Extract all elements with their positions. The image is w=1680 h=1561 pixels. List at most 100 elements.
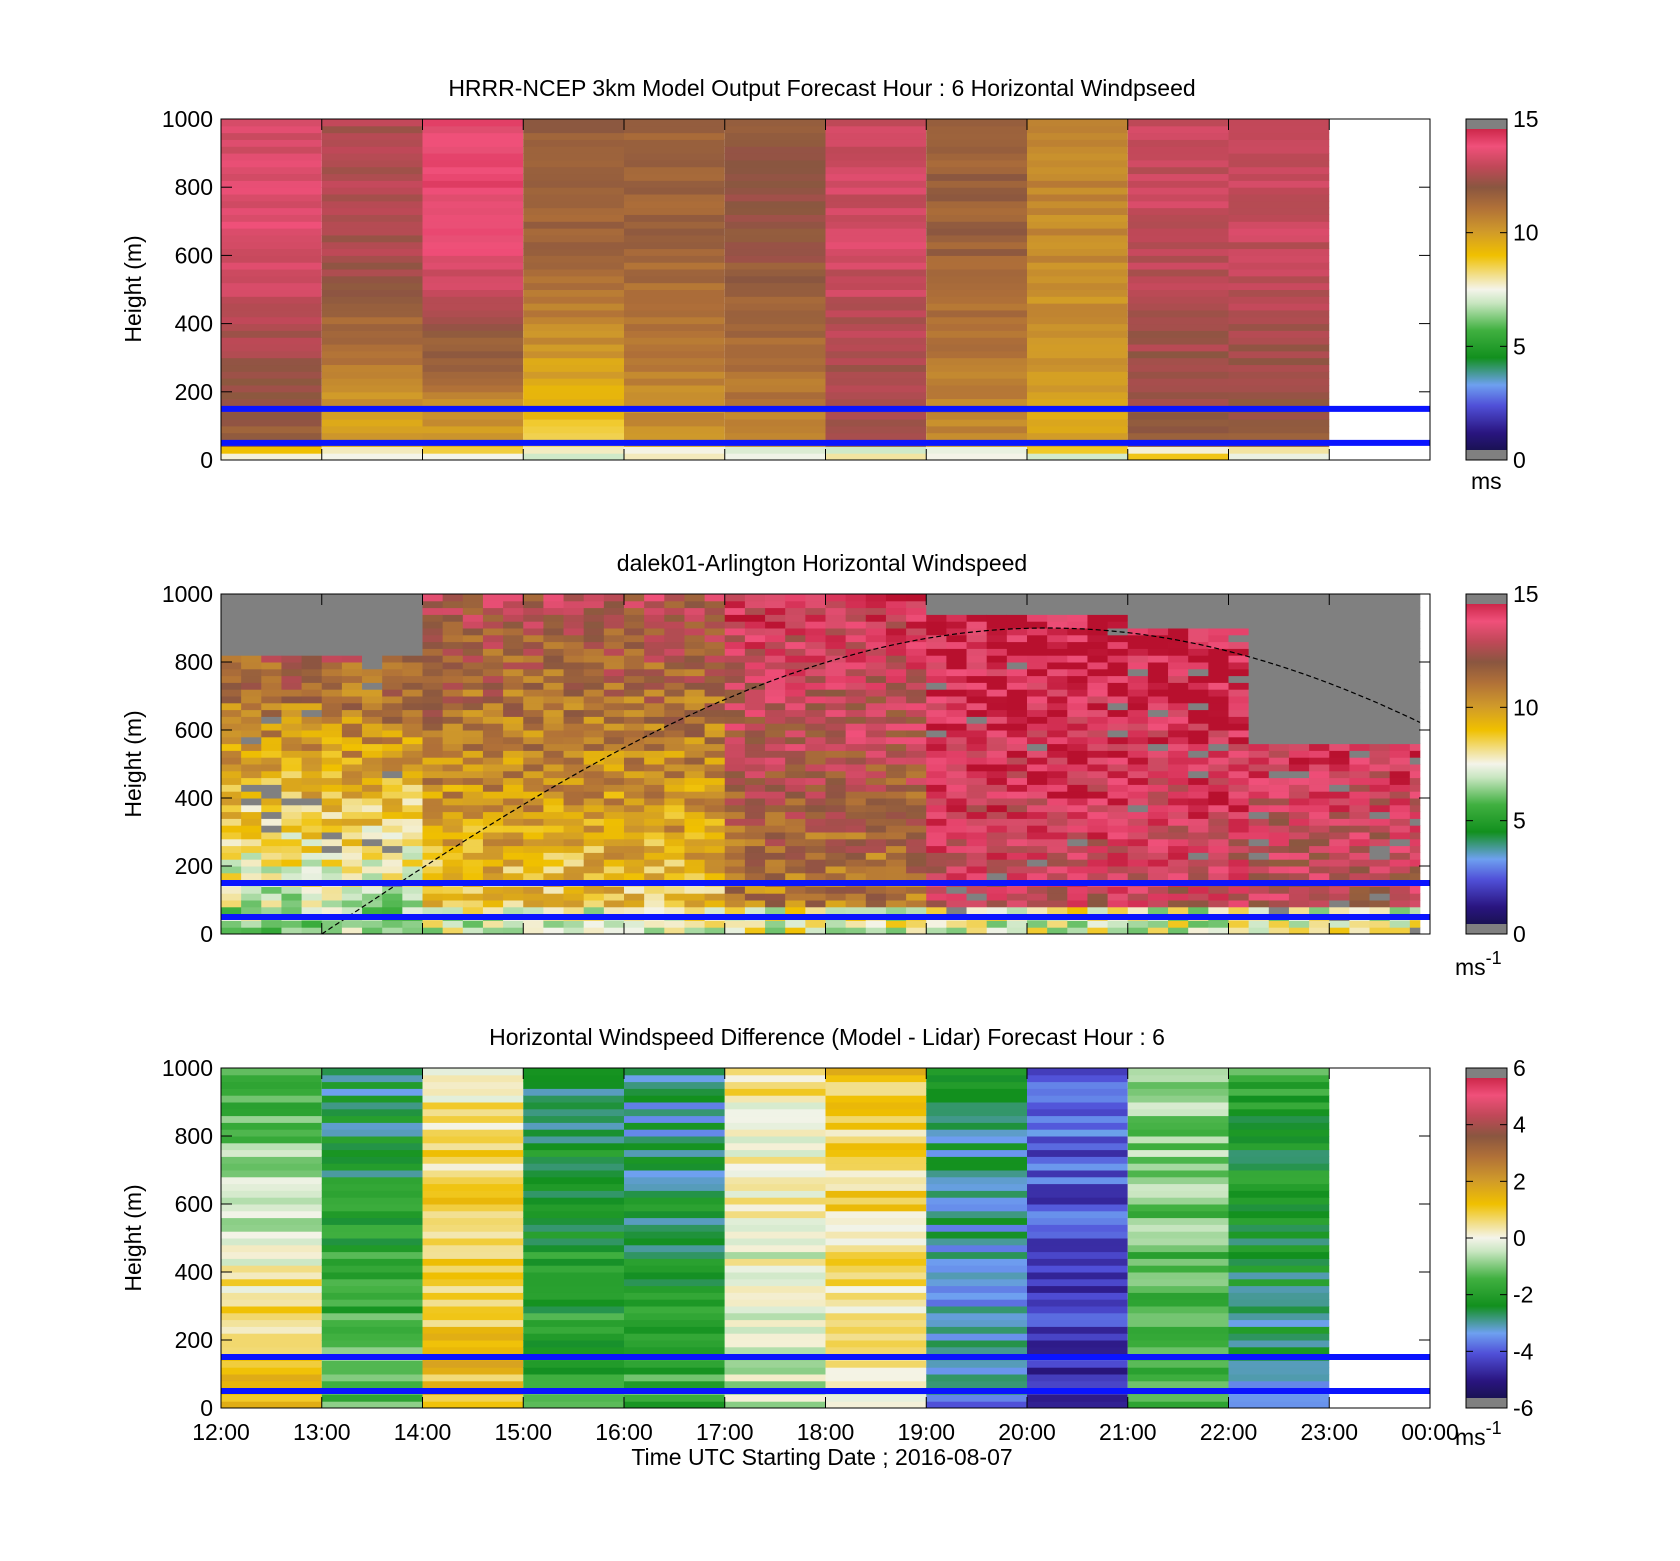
heatmap-cell [1228,859,1250,867]
heatmap-cell [1228,1108,1330,1117]
heatmap-cell [422,275,524,284]
heatmap-cell [1127,736,1149,745]
heatmap-cell [1127,1095,1229,1103]
heatmap-cell [1188,634,1209,643]
heatmap-cell [221,1258,322,1266]
heatmap-cell [1369,736,1391,745]
heatmap-cell [926,900,947,908]
heatmap-cell [644,736,665,745]
heatmap-cell [1027,371,1128,379]
heatmap-cell [1047,723,1068,731]
heatmap-cell [684,791,705,799]
heatmap-cell [624,818,645,826]
heatmap-cell [624,262,725,270]
heatmap-cell [1006,764,1028,772]
heatmap-cell [1168,920,1189,928]
heatmap-cell [1228,1401,1330,1409]
heatmap-cell [1147,893,1169,901]
heatmap-cell [926,344,1027,352]
heatmap-cell [724,777,746,785]
heatmap-cell [1127,1312,1229,1321]
heatmap-cell [422,1108,524,1117]
heatmap-cell [724,309,826,318]
heatmap-cell [1087,614,1108,622]
heatmap-cell [523,139,624,147]
heatmap-cell [221,275,322,284]
heatmap-cell [1288,736,1310,745]
heatmap-cell [402,675,423,683]
heatmap-cell [321,920,343,928]
heatmap-cell [1188,607,1209,615]
heatmap-cell [644,655,665,663]
heatmap-cell [1228,1394,1330,1402]
heatmap-cell [462,886,484,894]
heatmap-cell [362,818,383,826]
heatmap-cell [1248,702,1270,711]
heatmap-cell [1006,852,1028,860]
heatmap-cell [1268,845,1290,853]
heatmap-cell [1228,350,1330,359]
heatmap-cell [301,675,323,683]
heatmap-cell [906,900,927,908]
heatmap-cell [1349,784,1370,792]
heatmap-cell [865,634,887,643]
heatmap-cell [1127,607,1149,615]
heatmap-cell [362,716,383,724]
heatmap-cell [946,811,967,819]
heatmap-cell [1027,255,1128,263]
heatmap-cell [1027,621,1048,629]
heatmap-cell [1309,594,1330,602]
heatmap-cell [724,1102,826,1110]
heatmap-cell [1389,648,1411,656]
heatmap-cell [1288,682,1310,690]
heatmap-cell [704,743,726,751]
heatmap-cell [724,132,826,140]
heatmap-cell [1208,791,1229,799]
heatmap-cell [664,696,685,704]
heatmap-cell [1329,614,1350,622]
heatmap-cell [422,1258,524,1266]
heatmap-cell [221,371,322,379]
heatmap-cell [624,1346,725,1355]
heatmap-cell [724,1204,826,1212]
heatmap-cell [926,696,947,704]
heatmap-cell [281,689,302,697]
heatmap-cell [1006,662,1028,670]
heatmap-cell [482,689,504,697]
heatmap-cell [946,770,967,779]
heatmap-cell [543,845,564,853]
heatmap-cell [744,791,766,799]
heatmap-cell [1127,303,1229,311]
heatmap-cell [966,600,988,609]
heatmap-cell [1228,330,1330,338]
heatmap-cell [624,1394,725,1402]
heatmap-cell [402,648,423,656]
heatmap-cell [402,798,423,806]
heatmap-cell [906,893,927,901]
heatmap-cell [1389,798,1411,806]
heatmap-cell [603,866,625,874]
heatmap-cell [523,1204,624,1212]
heatmap-cell [684,852,705,860]
heatmap-cell [321,200,423,209]
heatmap-cell [765,791,786,799]
heatmap-cell [624,419,725,427]
heatmap-cell [724,228,826,236]
heatmap-cell [241,927,262,935]
heatmap-cell [624,282,725,290]
heatmap-cell [926,1149,1027,1157]
heatmap-cell [644,798,665,806]
heatmap-cell [422,811,444,819]
heatmap-cell [321,1136,423,1144]
heatmap-cell [1228,1081,1330,1089]
heatmap-cell [382,594,403,602]
heatmap-cell [321,736,343,745]
heatmap-cell [1147,736,1169,745]
heatmap-cell [825,1360,927,1368]
heatmap-cell [422,927,444,935]
heatmap-cell [684,702,705,711]
heatmap-cell [362,872,383,881]
heatmap-cell [321,303,423,311]
heatmap-cell [563,818,585,826]
heatmap-cell [845,777,867,785]
